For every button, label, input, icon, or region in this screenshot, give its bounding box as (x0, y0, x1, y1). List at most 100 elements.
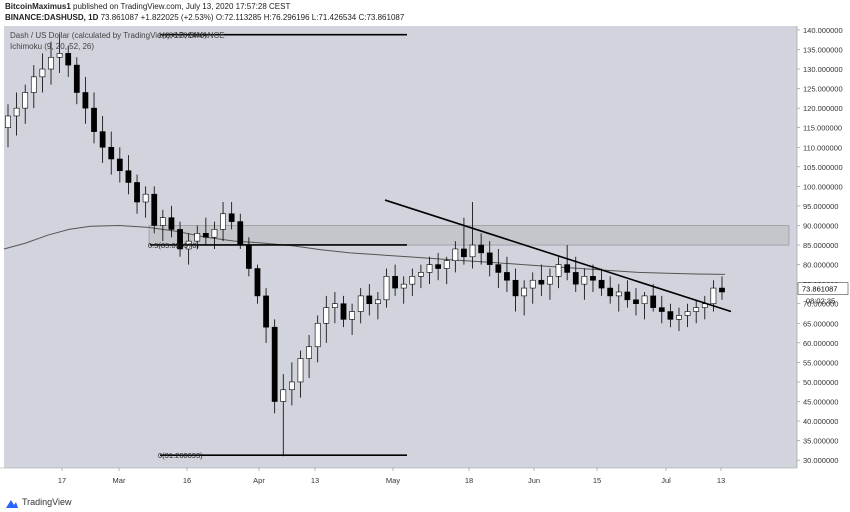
candle-body (495, 264, 502, 273)
price-tick-label: 80.000000 (803, 261, 838, 270)
time-tick-label: 17 (58, 476, 66, 485)
candle (349, 303, 355, 336)
candle (598, 268, 605, 296)
candle (357, 288, 364, 324)
candle (478, 233, 485, 265)
candles-layer (5, 33, 725, 457)
candle-body (435, 264, 442, 269)
candle (366, 284, 373, 316)
price-tick-label: 125.000000 (803, 85, 843, 94)
time-tick-label: 18 (465, 476, 473, 485)
candle (99, 115, 106, 163)
time-tick-label: Jul (661, 476, 671, 485)
candle (340, 295, 347, 328)
candle-body (461, 248, 467, 258)
candle (22, 84, 29, 124)
candle-body (314, 322, 321, 348)
candle-body (340, 303, 347, 320)
candle (400, 276, 407, 304)
candle-body (598, 279, 605, 289)
publish-info: BitcoinMaximus1 published on TradingView… (5, 2, 290, 11)
candle-body (478, 244, 485, 254)
price-axis[interactable]: 30.000000 35.000000 40.000000 45.000000 50.0… (796, 26, 850, 494)
price-tick-label: 70.000000 (803, 300, 838, 309)
price-tick-label: 140.000000 (803, 26, 843, 35)
candle (134, 174, 140, 214)
price-tick-label: 100.000000 (803, 182, 843, 191)
price-tick-label: 45.000000 (803, 398, 838, 407)
candle-body (375, 299, 381, 305)
price-tick-label: 30.000000 (803, 456, 838, 465)
candle (504, 256, 510, 292)
time-tick-label: Mar (113, 476, 126, 485)
candle (564, 245, 571, 281)
candle-body (125, 170, 132, 183)
candle (48, 41, 54, 85)
candle-body (572, 272, 579, 285)
candle-body (366, 295, 373, 305)
author-name[interactable]: BitcoinMaximus1 (5, 2, 71, 11)
candle (13, 92, 20, 136)
price-tick-label: 35.000000 (803, 437, 838, 446)
candle (538, 264, 545, 296)
candle (719, 276, 725, 300)
candle (116, 147, 123, 183)
candle-body (564, 264, 571, 273)
candle-body (168, 217, 175, 230)
candle (82, 76, 89, 124)
candle-body (73, 64, 80, 93)
candle-body (108, 146, 115, 160)
candle-body (486, 252, 493, 265)
candle-body (469, 244, 476, 258)
candle (306, 335, 312, 379)
candle-body (633, 299, 639, 305)
candle (323, 295, 330, 343)
candle-body (5, 115, 11, 128)
candle (495, 248, 502, 289)
candle-body (65, 53, 72, 66)
candle-body (383, 276, 390, 301)
candle-body (228, 213, 235, 222)
chart-area[interactable]: 1(138.792448) 0.5(85.030570) 0(31.268693) … (0, 26, 850, 494)
candle (572, 256, 579, 292)
candle-body (220, 213, 226, 230)
candle (521, 280, 528, 316)
current-price-box (797, 282, 849, 295)
candle (142, 186, 149, 218)
candle (168, 205, 175, 238)
candle-body (719, 287, 725, 293)
candle (581, 268, 588, 300)
time-axis[interactable]: 17 Mar 16 Apr 13 May 18 Jun 15 Jul 13 (0, 467, 797, 485)
chart-header: BitcoinMaximus1 published on TradingView… (0, 0, 850, 26)
candle-body (297, 358, 304, 383)
fib-label: 1(138.792448) (158, 31, 207, 40)
candle-body (667, 311, 674, 320)
candle (435, 252, 442, 281)
candle (228, 202, 235, 230)
candle (280, 374, 287, 457)
current-price-label: 73.861087 (802, 285, 837, 294)
symbol-price: 73.861087 (100, 13, 139, 22)
candle (65, 45, 72, 77)
candle (56, 33, 63, 73)
price-tick-label: 110.000000 (803, 143, 842, 152)
candle-body (245, 244, 252, 269)
time-tick-label: 16 (183, 476, 191, 485)
candlestick-chart[interactable]: 1(138.792448)0.5(85.030570)0(31.268693) … (0, 26, 850, 494)
price-tick-label: 130.000000 (803, 65, 843, 74)
time-tick-label: 15 (593, 476, 601, 485)
candle-body (151, 193, 158, 226)
candle (650, 284, 657, 312)
candle (159, 209, 166, 242)
candle-body (400, 283, 407, 289)
candle-body (254, 268, 261, 297)
candle-body (13, 107, 20, 117)
candle (297, 350, 304, 398)
candle-body (529, 279, 536, 289)
tradingview-brand[interactable]: TradingView (22, 497, 72, 507)
candle-body (194, 233, 201, 242)
candle (263, 288, 269, 343)
candle-body (615, 291, 622, 297)
resistance-zone (148, 225, 790, 246)
candle-body (332, 303, 338, 308)
